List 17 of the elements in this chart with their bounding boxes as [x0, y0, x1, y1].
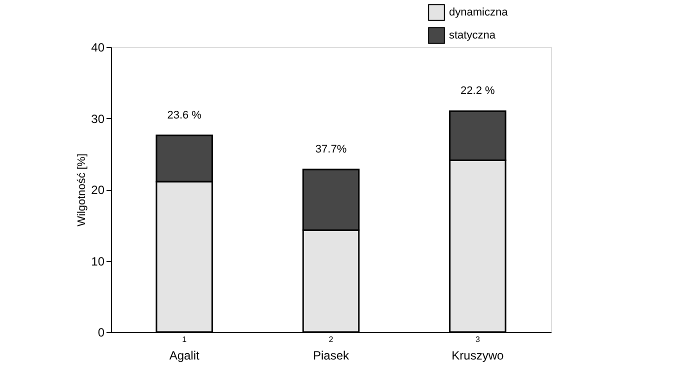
text: 3	[475, 335, 480, 344]
y-axis-title: Wilgotność [%]	[76, 154, 88, 226]
text: 1	[182, 335, 188, 344]
annotation: 37.7%	[315, 144, 347, 156]
y-tick-label: 30	[91, 112, 105, 126]
y-tick-label: 40	[91, 40, 105, 54]
legend-label: dynamiczna	[449, 6, 509, 18]
x-tick-label: Agalit	[169, 348, 200, 362]
y-tick-label: 20	[91, 183, 105, 197]
text: 2	[328, 335, 334, 344]
legend-label: statyczna	[449, 30, 496, 42]
annotation: 22.2 %	[460, 85, 496, 98]
x-tick-label: Piasek	[312, 348, 350, 362]
x-tick-label: Kruszywo	[452, 348, 504, 362]
y-tick-label: 10	[91, 254, 105, 268]
y-tick-label: 0	[98, 326, 105, 340]
annotation: 23.6 %	[167, 109, 202, 122]
